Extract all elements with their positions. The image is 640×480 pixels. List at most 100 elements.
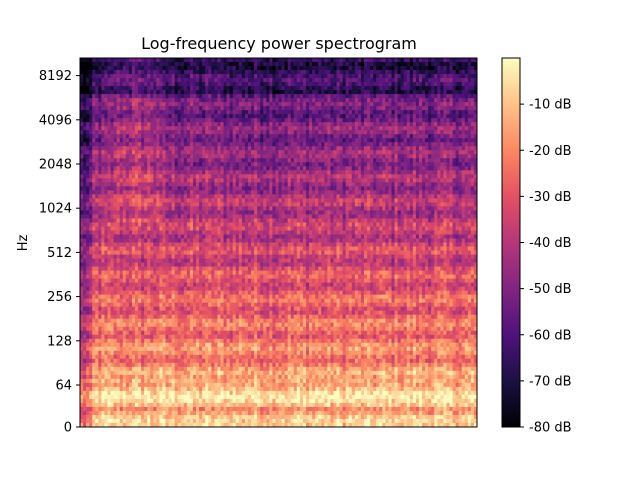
- spectrogram-cell: [131, 186, 136, 191]
- spectrogram-cell: [345, 122, 350, 127]
- spectrogram-cell: [379, 110, 383, 115]
- spectrogram-cell: [309, 186, 313, 191]
- spectrogram-cell: [159, 194, 163, 199]
- spectrogram-cell: [327, 194, 331, 199]
- spectrogram-cell: [360, 154, 365, 159]
- spectrogram-cell: [278, 162, 282, 167]
- spectrogram-cell: [360, 58, 365, 63]
- spectrogram-cell: [174, 206, 179, 211]
- spectrogram-cell: [116, 90, 121, 95]
- spectrogram-cell: [348, 66, 353, 71]
- spectrogram-cell: [119, 202, 124, 207]
- spectrogram-cell: [107, 190, 111, 195]
- spectrogram-cell: [229, 62, 234, 67]
- spectrogram-cell: [196, 166, 200, 171]
- spectrogram-cell: [425, 106, 429, 111]
- spectrogram-cell: [199, 102, 203, 107]
- spectrogram-cell: [104, 86, 108, 91]
- spectrogram-cell: [388, 122, 392, 127]
- spectrogram-cell: [180, 162, 185, 167]
- spectrogram-cell: [440, 94, 444, 99]
- spectrogram-cell: [406, 178, 411, 183]
- spectrogram-cell: [186, 194, 191, 199]
- spectrogram-cell: [266, 190, 270, 195]
- spectrogram-cell: [397, 114, 402, 119]
- spectrogram-cell: [461, 142, 466, 147]
- spectrogram-cell: [330, 118, 334, 123]
- spectrogram-cell: [312, 58, 316, 63]
- spectrogram-cell: [134, 158, 139, 163]
- spectrogram-cell: [131, 178, 136, 183]
- spectrogram-cell: [443, 126, 447, 131]
- spectrogram-cell: [397, 194, 402, 199]
- spectrogram-cell: [415, 182, 420, 187]
- spectrogram-cell: [428, 186, 432, 191]
- spectrogram-cell: [324, 90, 328, 95]
- spectrogram-cell: [321, 130, 325, 135]
- spectrogram-cell: [394, 82, 398, 87]
- spectrogram-cell: [211, 138, 215, 143]
- spectrogram-cell: [159, 86, 163, 91]
- spectrogram-cell: [342, 190, 347, 195]
- spectrogram-cell: [360, 106, 365, 111]
- spectrogram-cell: [473, 126, 478, 131]
- spectrogram-cell: [156, 102, 160, 107]
- spectrogram-cell: [324, 94, 328, 99]
- spectrogram-cell: [351, 162, 356, 167]
- spectrogram-cell: [177, 190, 182, 195]
- spectrogram-cell: [83, 198, 87, 203]
- spectrogram-cell: [394, 134, 398, 139]
- spectrogram-cell: [162, 154, 166, 159]
- spectrogram-cell: [266, 82, 270, 87]
- spectrogram-cell: [354, 198, 359, 203]
- spectrogram-cell: [147, 130, 151, 135]
- spectrogram-cell: [327, 94, 331, 99]
- spectrogram-cell: [196, 118, 200, 123]
- spectrogram-cell: [342, 138, 347, 143]
- spectrogram-cell: [336, 62, 340, 67]
- spectrogram-cell: [299, 170, 304, 175]
- spectrogram-cell: [131, 62, 136, 67]
- spectrogram-cell: [397, 122, 402, 127]
- spectrogram-cell: [119, 174, 124, 179]
- spectrogram-cell: [217, 102, 221, 107]
- spectrogram-cell: [278, 186, 282, 191]
- spectrogram-cell: [168, 78, 173, 83]
- spectrogram-cell: [351, 186, 356, 191]
- spectrogram-cell: [162, 138, 166, 143]
- spectrogram-cell: [376, 106, 380, 111]
- spectrogram-cell: [278, 82, 282, 87]
- spectrogram-cell: [128, 190, 133, 195]
- spectrogram-cell: [251, 190, 255, 195]
- spectrogram-cell: [339, 194, 344, 199]
- spectrogram-cell: [467, 186, 472, 191]
- spectrogram-cell: [208, 102, 212, 107]
- spectrogram-cell: [89, 82, 93, 87]
- spectrogram-cell: [284, 202, 289, 207]
- spectrogram-cell: [165, 182, 169, 187]
- spectrogram-cell: [189, 134, 194, 139]
- spectrogram-cell: [147, 94, 151, 99]
- spectrogram-cell: [293, 162, 298, 167]
- spectrogram-cell: [364, 194, 368, 199]
- spectrogram-cell: [467, 150, 472, 155]
- spectrogram-cell: [397, 150, 402, 155]
- spectrogram-cell: [113, 118, 118, 123]
- spectrogram-cell: [434, 154, 438, 159]
- spectrogram-cell: [180, 58, 185, 63]
- spectrogram-cell: [290, 158, 295, 163]
- spectrogram-cell: [247, 190, 252, 195]
- spectrogram-cell: [293, 90, 298, 95]
- spectrogram-cell: [409, 106, 414, 111]
- spectrogram-cell: [312, 66, 316, 71]
- spectrogram-cell: [403, 90, 408, 95]
- spectrogram-cell: [122, 202, 127, 207]
- spectrogram-cell: [98, 170, 102, 175]
- spectrogram-cell: [128, 70, 133, 75]
- spectrogram-cell: [95, 134, 99, 139]
- spectrogram-cell: [299, 166, 304, 171]
- spectrogram-cell: [461, 170, 466, 175]
- spectrogram-cell: [373, 190, 377, 195]
- spectrogram-cell: [95, 194, 99, 199]
- spectrogram-cell: [394, 206, 398, 211]
